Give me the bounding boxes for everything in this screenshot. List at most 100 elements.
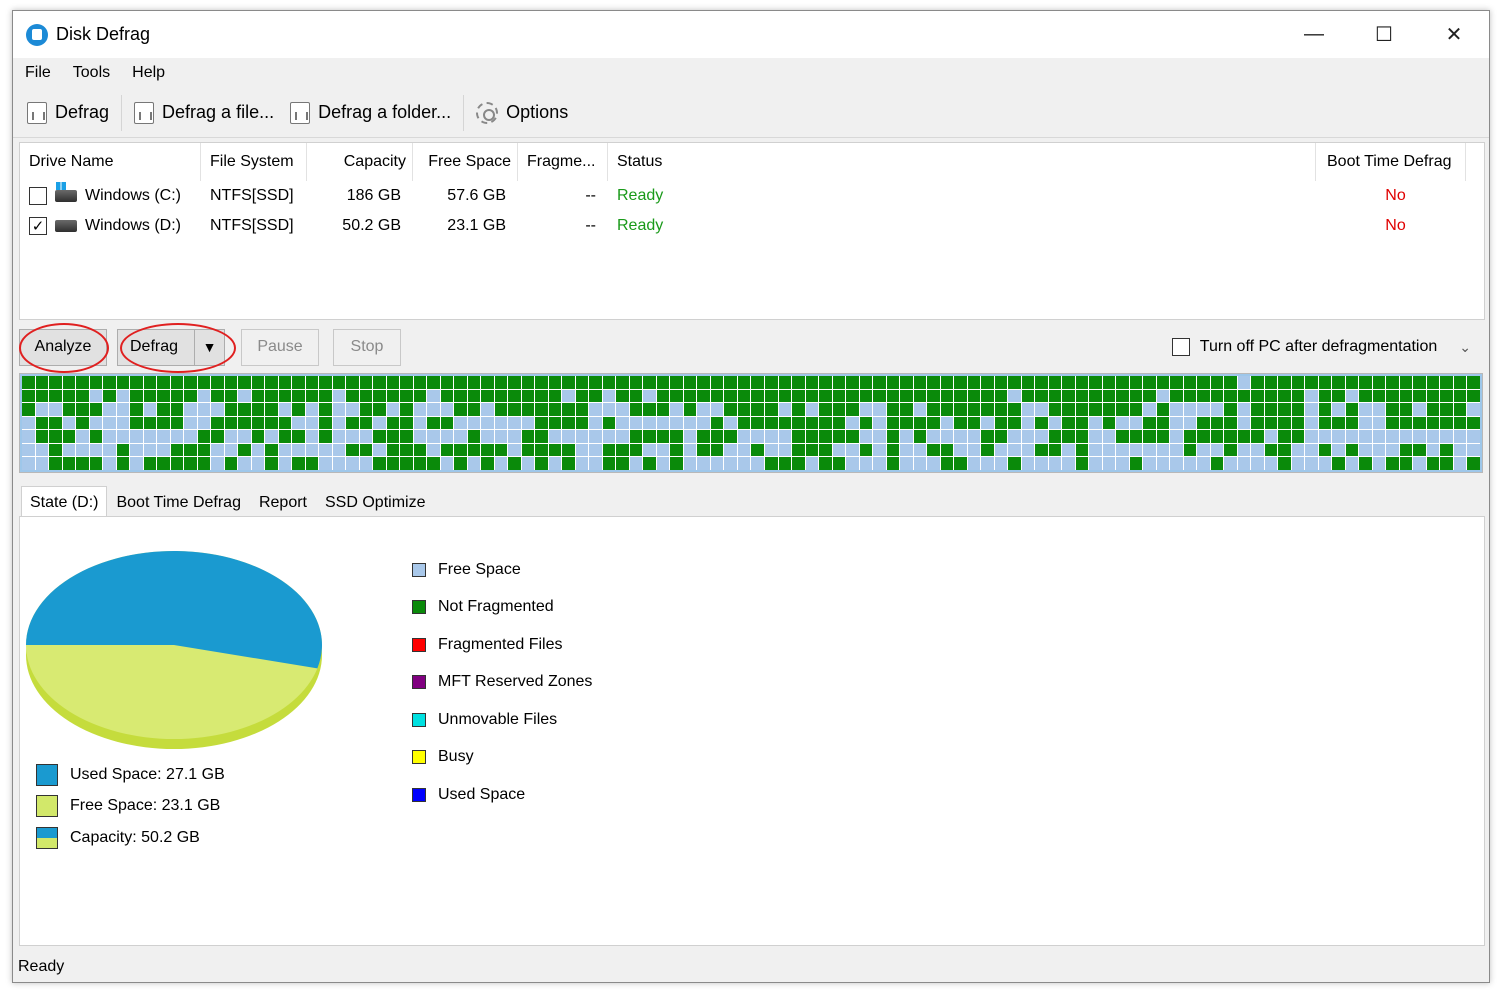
cluster-block: [886, 376, 900, 389]
toolbar-options-button[interactable]: Options: [468, 93, 576, 133]
col-file-system[interactable]: File System: [201, 143, 307, 181]
turn-off-checkbox[interactable]: [1171, 338, 1190, 356]
cluster-block: [683, 389, 697, 403]
cluster-block: [1021, 443, 1035, 457]
cluster-block: [913, 376, 927, 389]
cluster-block: [1048, 376, 1062, 389]
cluster-block: [1156, 443, 1170, 457]
cluster-block: [508, 457, 521, 470]
cluster-block: [616, 416, 629, 430]
drive-checkbox[interactable]: ✓: [29, 217, 47, 235]
cluster-block: [1183, 443, 1197, 457]
cluster-block: [1035, 457, 1048, 470]
cluster-block: [1089, 443, 1102, 457]
cluster-block: [683, 403, 697, 416]
cluster-block: [846, 389, 859, 403]
pause-button[interactable]: Pause: [241, 328, 319, 366]
cluster-block: [62, 403, 76, 416]
cluster-map: [19, 373, 1483, 473]
toolbar-defrag-file-button[interactable]: Defrag a file...: [126, 93, 282, 133]
cluster-block: [629, 457, 643, 470]
cluster-legend-item: Not Fragmented: [412, 589, 592, 627]
cluster-block: [440, 443, 454, 457]
cluster-block: [832, 457, 846, 470]
cluster-block: [143, 443, 157, 457]
cluster-block: [521, 443, 535, 457]
col-drive-name[interactable]: Drive Name: [20, 143, 201, 181]
cluster-block: [1116, 376, 1129, 389]
cluster-block: [1264, 403, 1278, 416]
menu-file[interactable]: File: [25, 64, 51, 81]
cluster-block: [981, 443, 994, 457]
cluster-block: [575, 403, 589, 416]
turn-off-option[interactable]: Turn off PC after defragmentation ⌄: [1171, 338, 1471, 356]
cluster-block: [832, 403, 846, 416]
cluster-block: [927, 430, 940, 443]
col-fragmentation[interactable]: Fragme...: [518, 143, 608, 181]
drive-checkbox[interactable]: [29, 187, 47, 205]
cluster-block: [292, 457, 305, 470]
cluster-block: [454, 457, 467, 470]
cluster-block: [1237, 443, 1251, 457]
cluster-block: [697, 376, 710, 389]
cluster-block: [1345, 457, 1359, 470]
cluster-block: [508, 389, 521, 403]
cluster-block: [1305, 443, 1318, 457]
menu-help[interactable]: Help: [132, 64, 166, 81]
maximize-button[interactable]: ☐: [1375, 24, 1393, 46]
drive-free: 57.6 GB: [447, 187, 506, 204]
cluster-block: [170, 430, 184, 443]
cluster-block: [967, 389, 981, 403]
cluster-block: [575, 443, 589, 457]
cluster-block: [386, 376, 400, 389]
cluster-block: [1440, 403, 1453, 416]
cluster-block: [22, 416, 35, 430]
col-status[interactable]: Status: [608, 143, 1316, 181]
cluster-block: [819, 389, 832, 403]
col-free-space[interactable]: Free Space: [413, 143, 518, 181]
toolbar-defrag-button[interactable]: Defrag: [19, 93, 117, 133]
defrag-split-button[interactable]: Defrag ▼: [117, 328, 225, 366]
toolbar: Defrag Defrag a file... Defrag a folder.…: [13, 88, 1489, 138]
toolbar-defrag-file-label: Defrag a file...: [162, 102, 275, 122]
stop-button[interactable]: Stop: [333, 328, 401, 366]
minimize-button[interactable]: —: [1304, 23, 1324, 45]
cluster-block: [1197, 416, 1210, 430]
tab-state[interactable]: State (D:): [21, 486, 108, 517]
cluster-block: [616, 430, 629, 443]
cluster-block: [440, 389, 454, 403]
cluster-legend-item: Unmovable Files: [412, 701, 592, 739]
cluster-block: [1345, 376, 1359, 389]
col-capacity[interactable]: Capacity: [307, 143, 413, 181]
cluster-block: [319, 389, 332, 403]
toolbar-defrag-folder-button[interactable]: Defrag a folder...: [282, 93, 459, 133]
cluster-block: [1062, 416, 1075, 430]
cluster-block: [656, 403, 670, 416]
status-bar: Ready: [13, 952, 1489, 982]
drive-row[interactable]: ✓ Windows (D:) NTFS[SSD] 50.2 GB 23.1 GB…: [20, 211, 1484, 241]
cluster-block: [332, 376, 346, 389]
cluster-block: [251, 389, 265, 403]
cluster-block: [373, 376, 386, 389]
cluster-block: [319, 430, 332, 443]
cluster-block: [89, 376, 103, 389]
col-boot-time-defrag[interactable]: Boot Time Defrag: [1316, 143, 1466, 181]
cluster-block: [859, 403, 873, 416]
analyze-button[interactable]: Analyze: [19, 328, 107, 366]
cluster-block: [1413, 376, 1426, 389]
cluster-block: [1089, 403, 1102, 416]
used-swatch: [36, 763, 58, 786]
close-button[interactable]: ✕: [1445, 24, 1463, 46]
cluster-block: [346, 403, 359, 416]
tab-ssd-optimize[interactable]: SSD Optimize: [325, 494, 426, 511]
cluster-block: [143, 457, 157, 470]
tab-report[interactable]: Report: [258, 494, 307, 511]
menu-tools[interactable]: Tools: [72, 64, 111, 81]
defrag-dropdown-arrow-icon[interactable]: ▼: [194, 329, 224, 365]
chevron-down-icon[interactable]: ⌄: [1459, 338, 1471, 355]
cluster-block: [1116, 389, 1129, 403]
tab-strip: State (D:) Boot Time Defrag Report SSD O…: [21, 486, 434, 517]
tab-boot-time-defrag[interactable]: Boot Time Defrag: [116, 494, 241, 511]
cluster-block: [521, 403, 535, 416]
drive-row[interactable]: Windows (C:) NTFS[SSD] 186 GB 57.6 GB --…: [20, 181, 1484, 211]
